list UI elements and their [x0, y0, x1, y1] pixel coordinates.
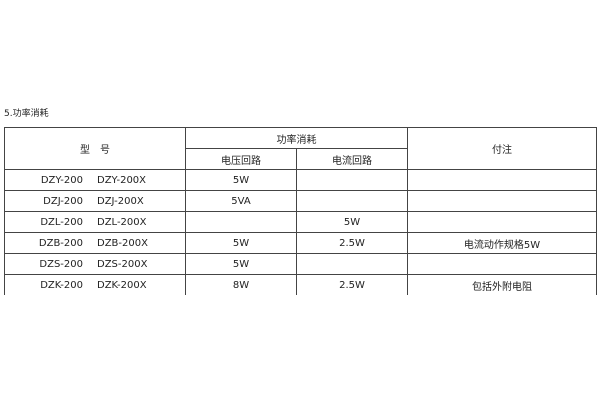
section-title: 5.功率消耗 — [4, 109, 49, 119]
header-power: 功率消耗 — [185, 127, 408, 149]
voltage-circuit-cell: 5W — [185, 232, 297, 254]
note-cell — [407, 253, 597, 275]
subheader-row: 电压回路 电流回路 — [5, 148, 597, 170]
note-cell: 包括外附电阻 — [407, 274, 597, 295]
current-circuit-cell: 5W — [296, 211, 408, 233]
model-name-x: DZS-200X — [97, 258, 148, 270]
header-model: 型 号 — [4, 127, 186, 170]
model-name-x: DZK-200X — [97, 279, 147, 291]
voltage-circuit-cell: 8W — [185, 274, 297, 295]
note-cell — [407, 211, 597, 233]
table-row: DZY-200 DZY-200X 5W — [4, 169, 597, 191]
table-row: DZK-200 DZK-200X 8W 2.5W 包括外附电阻 — [4, 274, 597, 295]
note-cell — [407, 169, 597, 191]
model-name-x: DZB-200X — [97, 237, 148, 249]
model-name: DZB-200 — [38, 237, 83, 249]
model-cell: DZS-200 DZS-200X — [4, 253, 186, 275]
voltage-circuit-cell — [185, 211, 297, 233]
note-cell — [407, 190, 597, 212]
model-cell: DZL-200 DZL-200X — [4, 211, 186, 233]
current-circuit-cell — [296, 253, 408, 275]
model-name: DZJ-200 — [43, 195, 83, 207]
model-name: DZS-200 — [39, 258, 83, 270]
current-circuit-cell — [296, 169, 408, 191]
model-name-x: DZY-200X — [97, 174, 147, 186]
voltage-circuit-cell: 5W — [185, 253, 297, 275]
table-row: DZL-200 DZL-200X 5W — [4, 211, 597, 233]
model-name: DZY-200 — [40, 174, 83, 186]
header-row: 型 号 功率消耗 付注 — [4, 127, 597, 170]
current-circuit-cell — [296, 190, 408, 212]
header-notes: 付注 — [407, 127, 597, 170]
model-cell: DZB-200 DZB-200X — [4, 232, 186, 254]
model-cell: DZK-200 DZK-200X — [4, 274, 186, 295]
model-name-x: DZJ-200X — [97, 195, 144, 207]
table-row: DZB-200 DZB-200X 5W 2.5W 电流动作规格5W — [4, 232, 597, 254]
voltage-circuit-cell: 5VA — [185, 190, 297, 212]
table-row: DZJ-200 DZJ-200X 5VA — [4, 190, 597, 212]
current-circuit-cell: 2.5W — [296, 232, 408, 254]
model-cell: DZY-200 DZY-200X — [4, 169, 186, 191]
header-current-circuit: 电流回路 — [296, 148, 408, 170]
table-row: DZS-200 DZS-200X 5W — [4, 253, 597, 275]
model-cell: DZJ-200 DZJ-200X — [4, 190, 186, 212]
model-name: DZK-200 — [40, 279, 83, 291]
model-name: DZL-200 — [40, 216, 83, 228]
note-cell: 电流动作规格5W — [407, 232, 597, 254]
header-voltage-circuit: 电压回路 — [185, 148, 297, 170]
power-consumption-table: 型 号 功率消耗 付注 电压回路 电流回路 DZY-200 DZY-200X 5W… — [4, 127, 597, 295]
model-name-x: DZL-200X — [97, 216, 147, 228]
voltage-circuit-cell: 5W — [185, 169, 297, 191]
current-circuit-cell: 2.5W — [296, 274, 408, 295]
